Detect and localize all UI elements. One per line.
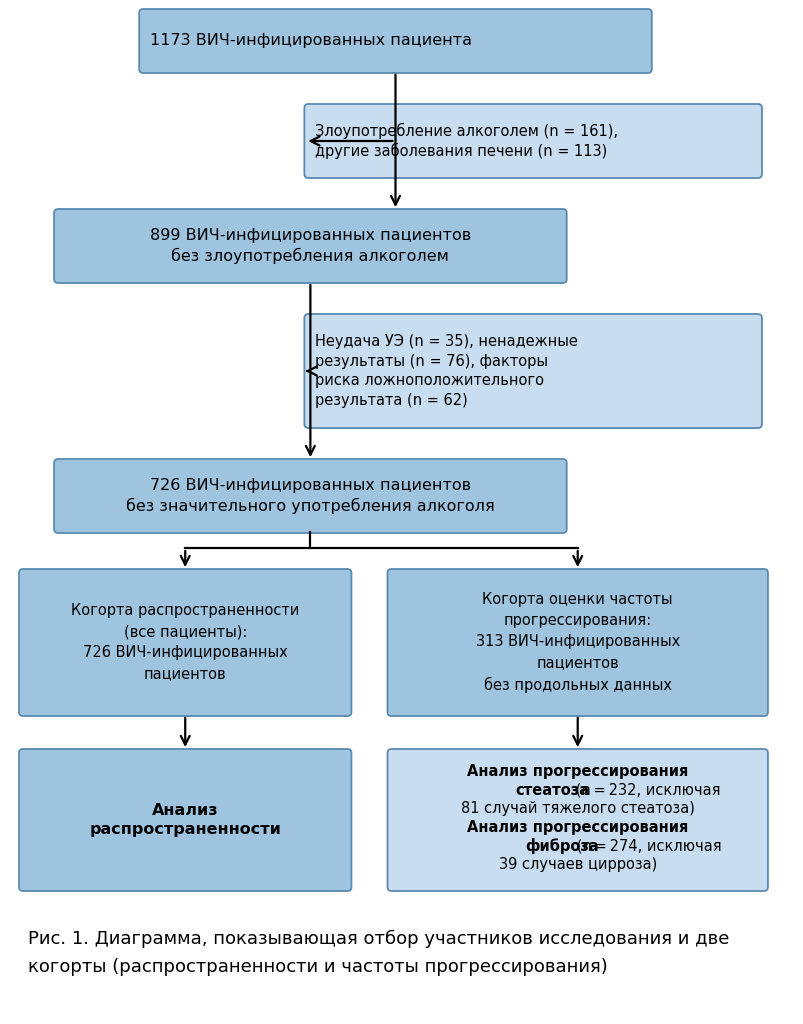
Text: Неудача УЭ (n = 35), ненадежные
результаты (n = 76), факторы
риска ложноположите: Неудача УЭ (n = 35), ненадежные результа… <box>315 334 577 409</box>
FancyBboxPatch shape <box>19 749 351 891</box>
FancyBboxPatch shape <box>304 314 761 428</box>
Text: (n = 232, исключая: (n = 232, исключая <box>570 782 719 798</box>
Text: (n = 274, исключая: (n = 274, исключая <box>571 839 720 853</box>
Text: Когорта распространенности
(все пациенты):
726 ВИЧ-инфицированных
пациентов: Когорта распространенности (все пациенты… <box>71 603 299 682</box>
FancyBboxPatch shape <box>304 104 761 178</box>
Text: Рис. 1. Диаграмма, показывающая отбор участников исследования и две: Рис. 1. Диаграмма, показывающая отбор уч… <box>28 930 728 948</box>
FancyBboxPatch shape <box>139 9 651 73</box>
Text: 39 случаев цирроза): 39 случаев цирроза) <box>498 857 656 871</box>
Text: 899 ВИЧ-инфицированных пациентов
без злоупотребления алкоголем: 899 ВИЧ-инфицированных пациентов без зло… <box>149 228 471 264</box>
FancyBboxPatch shape <box>54 209 566 283</box>
Text: фиброза: фиброза <box>525 838 598 854</box>
Text: 726 ВИЧ-инфицированных пациентов
без значительного употребления алкоголя: 726 ВИЧ-инфицированных пациентов без зна… <box>126 478 494 514</box>
FancyBboxPatch shape <box>54 459 566 534</box>
Text: стеатоза: стеатоза <box>515 782 589 798</box>
FancyBboxPatch shape <box>387 749 767 891</box>
Text: 81 случай тяжелого стеатоза): 81 случай тяжелого стеатоза) <box>460 801 694 816</box>
Text: Анализ
распространенности: Анализ распространенности <box>89 803 281 838</box>
Text: Анализ прогрессирования: Анализ прогрессирования <box>467 764 687 779</box>
Text: Анализ прогрессирования: Анализ прогрессирования <box>467 820 687 835</box>
Text: Когорта оценки частоты
прогрессирования:
313 ВИЧ-инфицированных
пациентов
без пр: Когорта оценки частоты прогрессирования:… <box>475 592 679 693</box>
FancyBboxPatch shape <box>387 569 767 716</box>
FancyBboxPatch shape <box>19 569 351 716</box>
Text: когорты (распространенности и частоты прогрессирования): когорты (распространенности и частоты пр… <box>28 958 607 976</box>
Text: Злоупотребление алкоголем (n = 161),
другие заболевания печени (n = 113): Злоупотребление алкоголем (n = 161), дру… <box>315 123 618 160</box>
Text: 1173 ВИЧ-инфицированных пациента: 1173 ВИЧ-инфицированных пациента <box>150 34 471 48</box>
